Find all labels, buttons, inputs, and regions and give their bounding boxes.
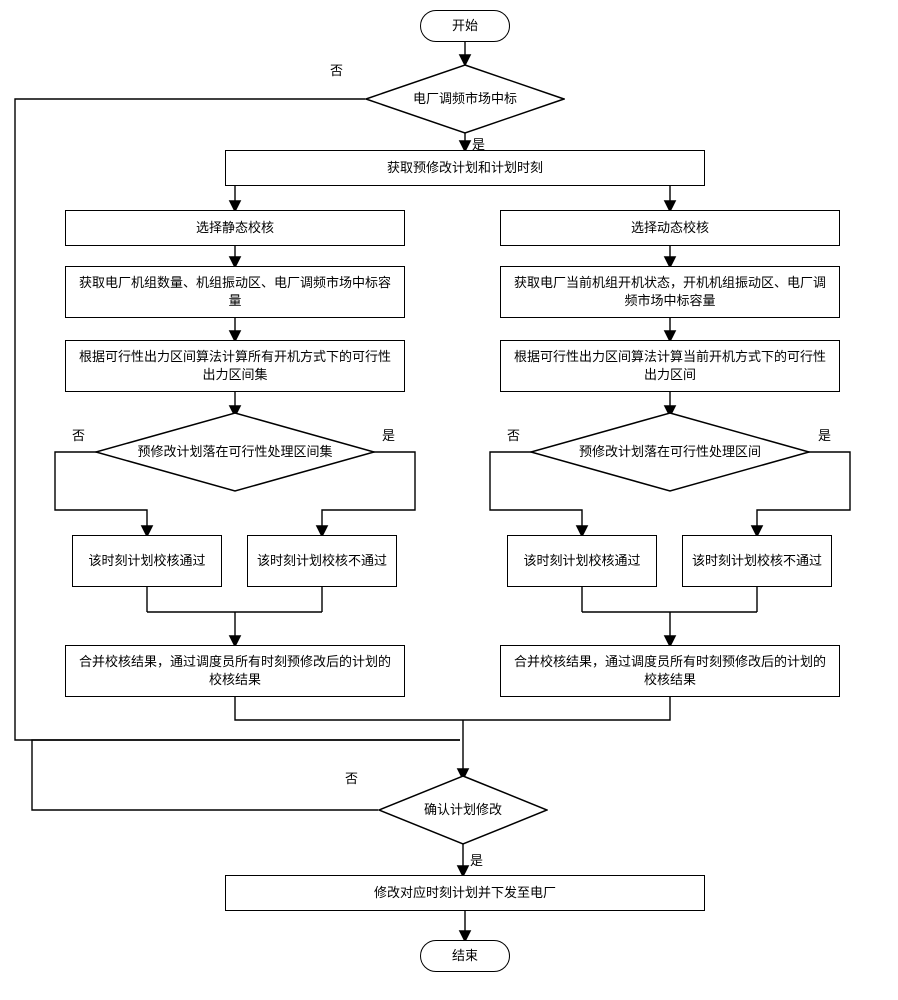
- label-dL_yes: 是: [382, 425, 395, 444]
- node-bL_pass: 该时刻计划校核通过: [72, 535, 222, 587]
- label-dR_no: 否: [507, 425, 520, 444]
- label-d1_no: 否: [330, 60, 343, 79]
- node-dL: 预修改计划落在可行性处理区间集: [95, 412, 375, 492]
- node-bL_calc: 根据可行性出力区间算法计算所有开机方式下的可行性出力区间集: [65, 340, 405, 392]
- node-b_modify: 修改对应时刻计划并下发至电厂: [225, 875, 705, 911]
- label-dR_yes: 是: [818, 425, 831, 444]
- label-dc_no: 否: [345, 768, 358, 787]
- node-dR: 预修改计划落在可行性处理区间: [530, 412, 810, 492]
- node-bL_get: 获取电厂机组数量、机组振动区、电厂调频市场中标容量: [65, 266, 405, 318]
- node-bL_fail: 该时刻计划校核不通过: [247, 535, 397, 587]
- node-b_getplan: 获取预修改计划和计划时刻: [225, 150, 705, 186]
- node-bR_fail: 该时刻计划校核不通过: [682, 535, 832, 587]
- node-bL_sel: 选择静态校核: [65, 210, 405, 246]
- node-bR_sel: 选择动态校核: [500, 210, 840, 246]
- node-d_confirm: 确认计划修改: [378, 775, 548, 845]
- node-bR_merge: 合并校核结果，通过调度员所有时刻预修改后的计划的校核结果: [500, 645, 840, 697]
- node-bR_pass: 该时刻计划校核通过: [507, 535, 657, 587]
- node-label: 预修改计划落在可行性处理区间: [530, 443, 810, 461]
- node-label: 电厂调频市场中标: [365, 90, 565, 108]
- node-end: 结束: [420, 940, 510, 972]
- node-bL_merge: 合并校核结果，通过调度员所有时刻预修改后的计划的校核结果: [65, 645, 405, 697]
- node-bR_get: 获取电厂当前机组开机状态，开机机组振动区、电厂调频市场中标容量: [500, 266, 840, 318]
- node-label: 确认计划修改: [378, 801, 548, 819]
- node-d1: 电厂调频市场中标: [365, 64, 565, 134]
- node-label: 预修改计划落在可行性处理区间集: [95, 443, 375, 461]
- node-bR_calc: 根据可行性出力区间算法计算当前开机方式下的可行性出力区间: [500, 340, 840, 392]
- node-start: 开始: [420, 10, 510, 42]
- label-dL_no: 否: [72, 425, 85, 444]
- label-dc_yes: 是: [470, 850, 483, 869]
- label-d1_yes: 是: [472, 134, 485, 153]
